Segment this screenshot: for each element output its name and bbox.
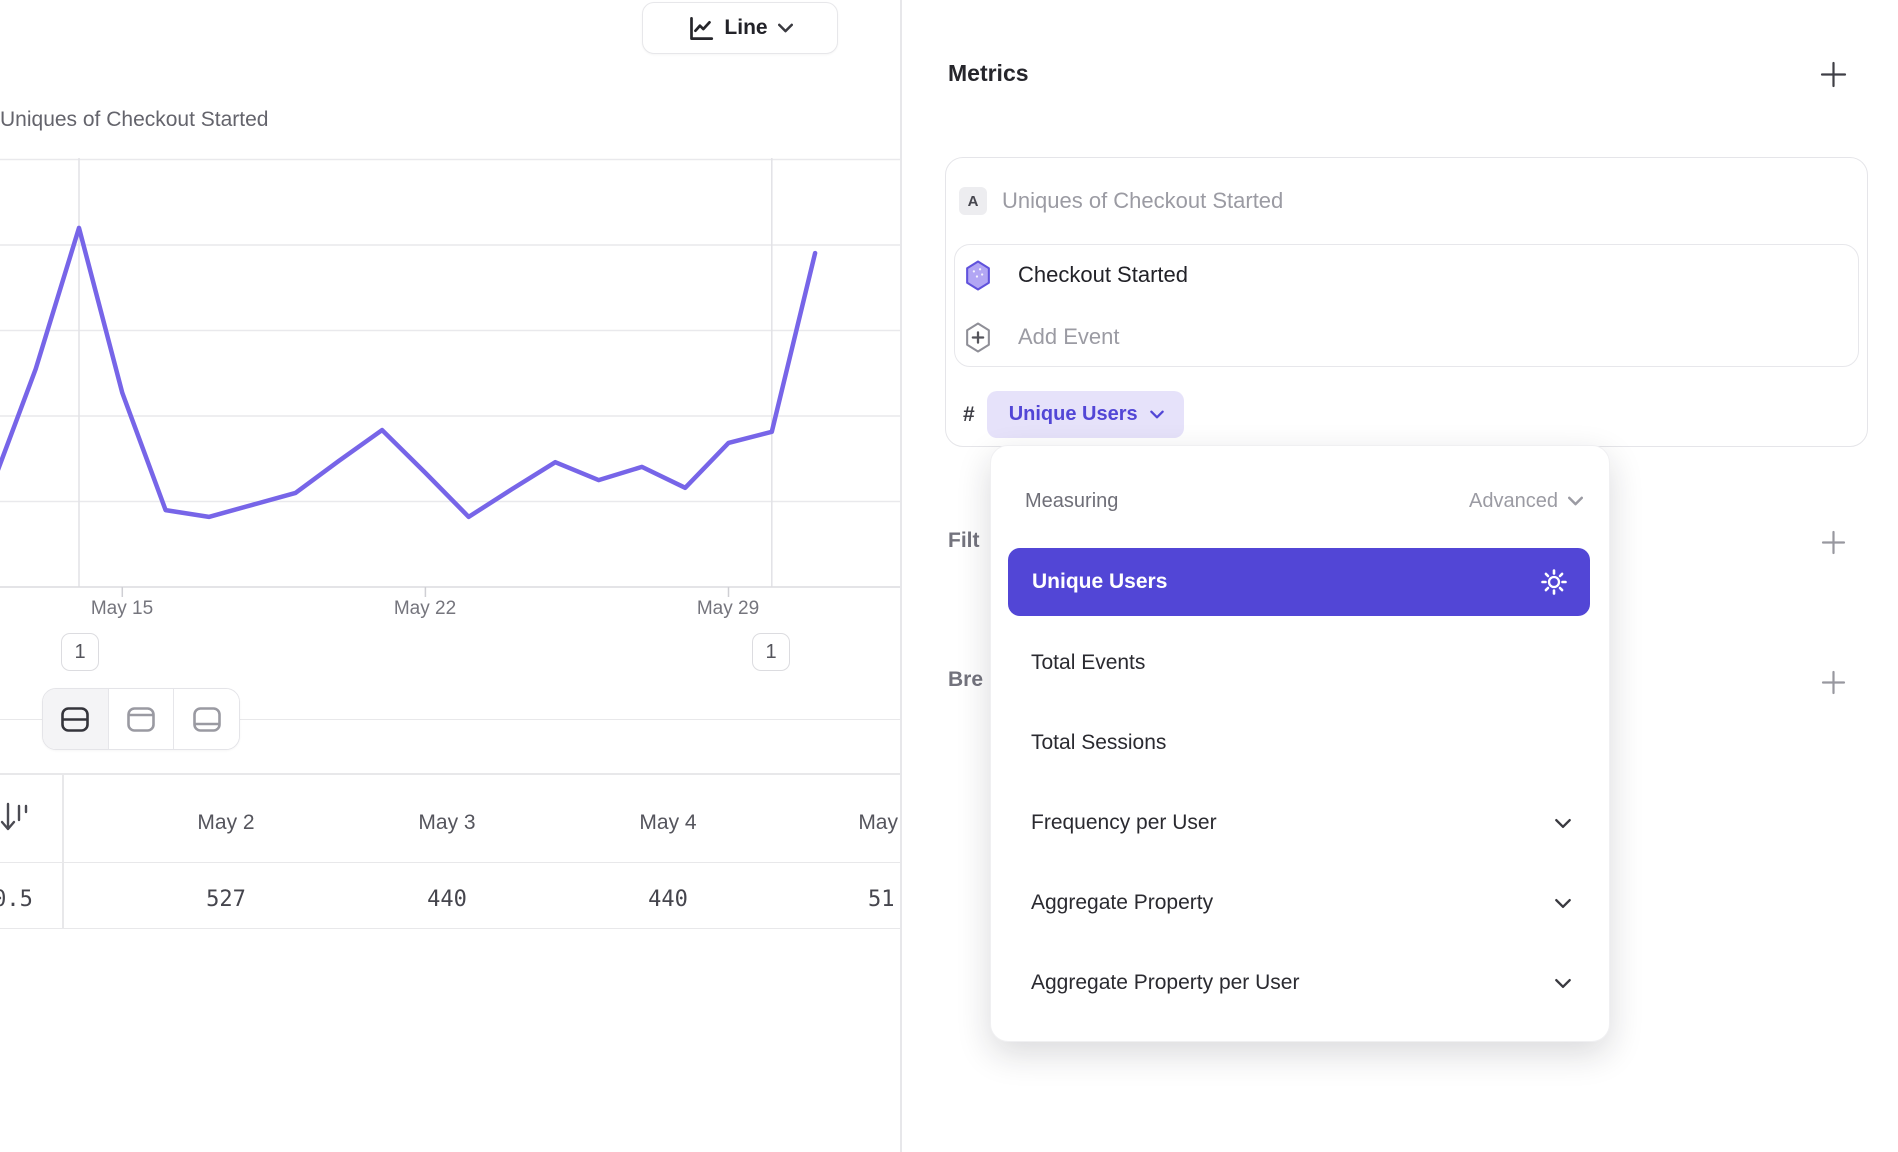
measured-as-row: # Unique Users (963, 391, 1184, 438)
gear-icon[interactable] (1540, 568, 1568, 596)
table-column-divider (62, 773, 64, 928)
chevron-down-icon (1555, 978, 1571, 988)
advanced-toggle[interactable]: Advanced (1469, 490, 1583, 513)
add-event-hexagon-plus-icon (966, 322, 990, 352)
annotation-badge[interactable]: 1 (61, 633, 99, 671)
add-event-label: Add Event (1018, 324, 1120, 349)
split-view-icon (61, 706, 90, 732)
metric-letter-badge: A (959, 187, 987, 215)
view-table-only-button[interactable] (173, 689, 239, 749)
table-header-cell[interactable]: May (858, 811, 898, 834)
annotation-badge[interactable]: 1 (752, 633, 790, 671)
layout-view-toggle (42, 688, 240, 750)
chart-title: Uniques of Checkout Started (0, 108, 269, 131)
metric-name[interactable]: Uniques of Checkout Started (1002, 188, 1284, 213)
panel-divider (900, 0, 902, 1152)
table-header-cell[interactable]: May 2 (197, 811, 255, 834)
table-row-label-cell: 0.5 (0, 887, 33, 912)
top-bar-view-icon (127, 706, 155, 732)
menu-item-unique-users-selected[interactable]: Unique Users (1008, 548, 1590, 616)
x-axis-tick-label: May 15 (90, 598, 154, 619)
metrics-section-title: Metrics (948, 60, 1029, 86)
event-name: Checkout Started (1018, 262, 1188, 287)
menu-item-label: Frequency per User (1031, 811, 1217, 834)
measuring-dropdown-menu: Measuring Advanced Unique Users (990, 445, 1610, 1042)
x-axis-tick-label: May 22 (393, 598, 457, 619)
add-filter-button[interactable] (1821, 530, 1846, 555)
chevron-down-icon (1568, 496, 1583, 506)
menu-item-frequency-per-user[interactable]: Frequency per User (1031, 808, 1571, 838)
section-divider (0, 719, 900, 720)
menu-item-label: Aggregate Property (1031, 891, 1214, 914)
metrics-panel: Metrics A Uniques of Checkout Started Ch… (902, 0, 1898, 1152)
dropdown-header: Measuring Advanced (1025, 486, 1583, 516)
chevron-down-icon (777, 23, 793, 33)
table-value-cell: 440 (648, 887, 688, 912)
measure-chip-label: Unique Users (1008, 403, 1138, 425)
table-row-border (0, 928, 900, 929)
menu-item-label: Total Sessions (1031, 731, 1167, 754)
chevron-down-icon (1555, 818, 1571, 828)
selected-item-label: Unique Users (1032, 570, 1168, 593)
menu-item-label: Total Events (1031, 651, 1146, 674)
table-header-border (0, 862, 900, 863)
chevron-down-icon (1149, 410, 1164, 419)
event-card: Checkout Started Add Event (954, 244, 1859, 367)
measure-dropdown-chip[interactable]: Unique Users (986, 391, 1184, 438)
breakdowns-section-label: Bre (948, 668, 984, 691)
advanced-label: Advanced (1469, 489, 1558, 512)
table-value-cell: 527 (206, 887, 246, 912)
chevron-down-icon (1555, 898, 1571, 908)
add-metric-button[interactable] (1820, 61, 1847, 88)
chart-type-label: Line (724, 16, 768, 39)
filters-section-label: Filt (948, 529, 980, 552)
chart-panel: Line Uniques of Checkout Started May 15 … (0, 0, 900, 1152)
number-measure-icon: # (963, 402, 975, 426)
table-value-cell: 51 (868, 887, 895, 912)
table-header-cell[interactable]: May 3 (418, 811, 476, 834)
event-hexagon-icon (966, 260, 990, 290)
chart-type-dropdown-button[interactable]: Line (642, 2, 838, 54)
bottom-bar-view-icon (192, 706, 221, 732)
event-row[interactable]: Checkout Started (964, 259, 1188, 291)
menu-item-label: Aggregate Property per User (1031, 971, 1300, 994)
sort-descending-icon[interactable] (0, 800, 30, 836)
view-chart-only-button[interactable] (107, 689, 174, 749)
menu-item-total-sessions[interactable]: Total Sessions (1031, 728, 1571, 758)
menu-item-total-events[interactable]: Total Events (1031, 648, 1571, 678)
add-event-row[interactable]: Add Event (964, 321, 1120, 353)
table-header-cell[interactable]: May 4 (639, 811, 697, 834)
add-breakdown-button[interactable] (1821, 670, 1846, 695)
metric-card: A Uniques of Checkout Started Checkout S… (945, 157, 1868, 447)
table-top-border (0, 773, 900, 775)
x-axis-tick-label: May 29 (696, 598, 760, 619)
measuring-label: Measuring (1025, 489, 1119, 512)
menu-item-aggregate-property-per-user[interactable]: Aggregate Property per User (1031, 968, 1571, 998)
table-value-cell: 440 (427, 887, 467, 912)
view-split-button[interactable] (43, 689, 108, 749)
line-chart-icon (690, 16, 714, 40)
line-chart[interactable] (0, 130, 900, 610)
menu-item-aggregate-property[interactable]: Aggregate Property (1031, 888, 1571, 918)
